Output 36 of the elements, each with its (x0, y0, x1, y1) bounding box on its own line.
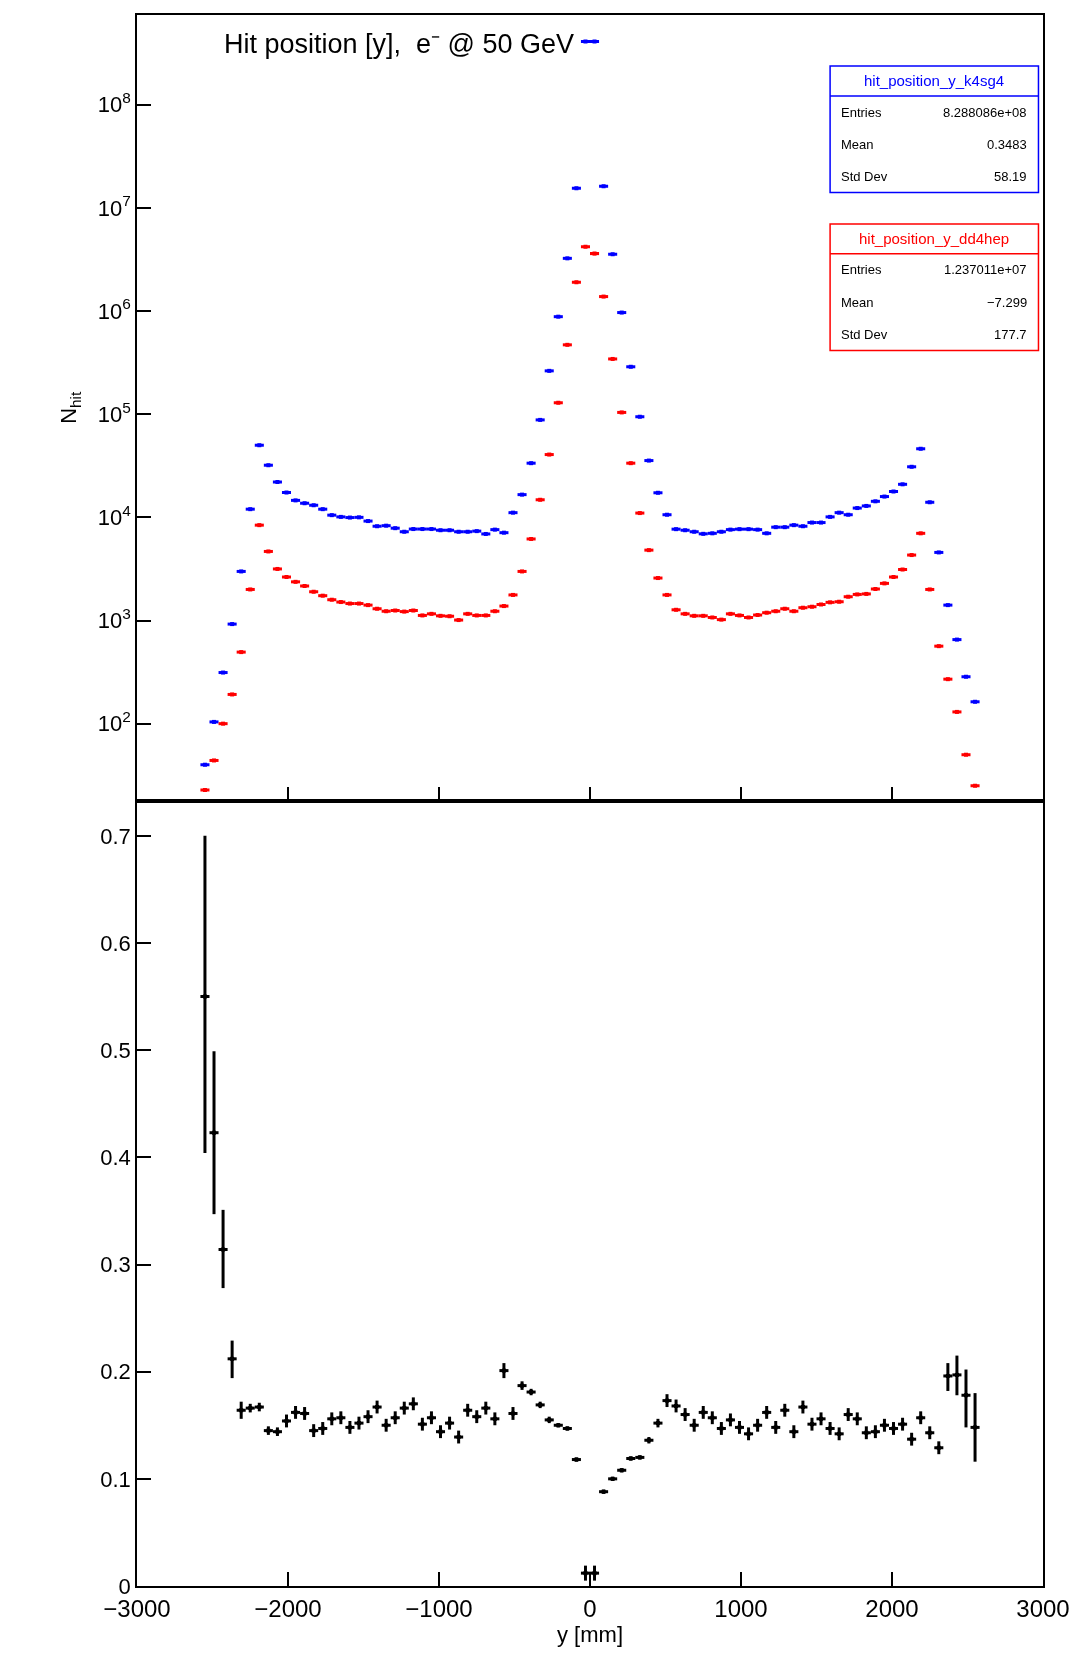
annotation: 8.288086e+08 (943, 105, 1027, 120)
annotation: −7.299 (987, 295, 1028, 310)
annotation: Mean (841, 137, 874, 152)
annotation: 58.19 (994, 169, 1027, 184)
y-tick-label: 10$^{7}$ (97, 192, 131, 221)
x-tick-label: 2000 (865, 1594, 919, 1622)
y-tick-label: 10$^{8}$ (97, 89, 131, 118)
text: hit_position_y_k4sg4 (864, 72, 1005, 89)
annotation: Std Dev (841, 327, 888, 342)
y-tick-label: 0.7 (100, 823, 131, 849)
x-tick-label: −2000 (254, 1594, 322, 1622)
annotation: 0.3483 (987, 137, 1027, 152)
annotation: Entries (841, 262, 882, 277)
x-tick-label: 0 (583, 1594, 597, 1622)
y-tick-label: 0.6 (100, 930, 131, 956)
y-tick-label: 10$^{4}$ (97, 501, 132, 531)
y-tick-label: 10$^{2}$ (97, 708, 131, 737)
annotation: 1.237011e+07 (944, 262, 1027, 277)
y-tick-label: 0.5 (100, 1037, 131, 1063)
text: hit_position_y_dd4hep (859, 230, 1010, 247)
text: Hit position [y], e⁻ @ 50 GeV (224, 29, 575, 59)
y-tick-label: 10$^{5}$ (97, 398, 131, 427)
y-tick-label: 10$^{3}$ (97, 604, 131, 634)
y-tick-label: 0.4 (100, 1145, 131, 1171)
y-tick-label: 0.3 (100, 1252, 131, 1278)
y-tick-label: 0.2 (100, 1359, 131, 1385)
annotation: Mean (841, 295, 874, 310)
x-tick-label: −1000 (405, 1594, 473, 1622)
annotation: Std Dev (841, 169, 888, 184)
x-axis-title: y [mm] (557, 1621, 623, 1647)
y-tick-label: 0.1 (100, 1466, 131, 1492)
annotation: 177.7 (994, 327, 1027, 342)
x-tick-label: 1000 (714, 1594, 768, 1622)
y-tick-label: 10$^{6}$ (97, 295, 131, 324)
annotation: Entries (841, 105, 882, 120)
x-tick-label: 3000 (1016, 1594, 1070, 1622)
